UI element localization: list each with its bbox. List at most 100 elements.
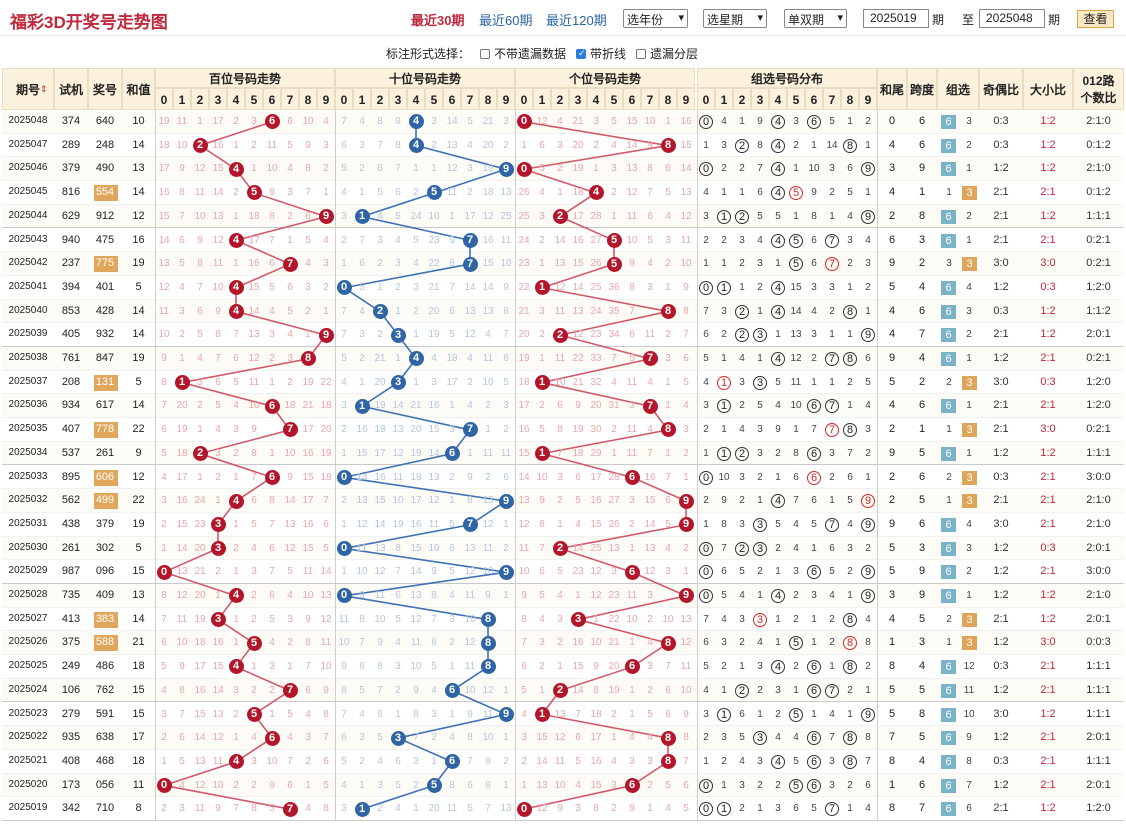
group-dist-miss: 7 [847,447,853,459]
tens-miss: 7 [359,234,365,246]
draw-cell: 490 [95,162,115,175]
units-miss: 4 [611,139,617,151]
group-dist-miss: 3 [865,258,871,270]
period-from-input[interactable]: 2025019 [863,9,929,28]
header-digit: 4 [407,88,425,110]
group-dist-hit: 0 [699,280,713,295]
hundreds-miss: 5 [305,234,311,246]
tens-miss: 25 [500,210,512,222]
group-dist-hit: 9 [861,494,875,509]
group-dist-miss: 5 [829,116,835,127]
header-digit: 6 [805,88,823,110]
hundreds-miss: 4 [179,779,185,791]
tens-miss: 1 [395,708,401,720]
hundreds-miss: 12 [194,779,206,791]
hundreds-hit: 5 [246,185,262,201]
group-dist-miss: 1 [775,566,781,578]
weekday-select[interactable]: 选星期 [703,9,767,28]
units-miss: 2 [593,139,599,151]
header-digit: 5 [245,88,263,110]
tens-hit: 2 [372,303,388,319]
tens-miss: 5 [359,281,365,293]
option-no-miss-checkbox[interactable] [480,49,491,59]
hundreds-miss: 2 [323,281,329,293]
tail-cell: 4 [888,612,896,625]
hundreds-miss: 8 [305,637,311,649]
hundreds-miss: 2 [233,708,239,720]
year-select[interactable]: 选年份 [623,9,688,28]
hundreds-miss: 7 [323,495,329,507]
tens-miss: 8 [485,779,491,791]
range-120-link[interactable]: 最近120期 [546,13,607,28]
period-to-input[interactable]: 2025048 [979,9,1045,28]
header-group-dist: 组选号码分布 [697,68,877,88]
units-miss: 6 [665,684,671,696]
group-dist-hit: 4 [771,162,785,177]
hundreds-miss: 12 [212,234,224,246]
units-miss: 3 [521,732,527,744]
sum-cell: 19 [132,352,145,364]
tens-miss: 10 [500,258,512,270]
tens-miss: 5 [377,187,383,199]
period-cell: 2025019 [8,802,48,814]
option-layer-checkbox[interactable] [636,49,647,59]
hundreds-miss: 9 [179,661,185,673]
odd-even-cell: 0:3 [993,138,1009,151]
tens-miss: 11 [500,234,512,246]
sort-icon[interactable]: ⇕ [40,84,48,94]
hundreds-miss: 7 [269,518,275,530]
header-012-line2: 个数比 [1080,91,1117,105]
tens-hit: 9 [498,706,514,722]
group-dist-miss: 9 [721,495,727,507]
range-30-link[interactable]: 最近30期 [411,13,465,28]
hundreds-miss: 23 [194,518,206,530]
tens-miss: 9 [449,234,455,246]
hundreds-miss: 7 [305,187,311,199]
view-button[interactable]: 查看 [1077,10,1114,28]
group-dist-miss: 4 [775,732,781,744]
big-small-cell: 2:1 [1040,683,1056,696]
group-dist-miss: 12 [790,353,802,364]
test-cell: 342 [61,802,81,815]
group-dist-miss: 2 [721,163,727,175]
group3-miss: 4 [966,281,972,293]
route-ratio-cell: 0:0:3 [1086,636,1111,649]
header-odd-even: 奇偶比 [979,68,1023,110]
units-miss: 27 [590,234,602,246]
range-60-link[interactable]: 最近60期 [479,13,533,28]
units-miss: 1 [539,684,545,696]
group-dist-miss: 2 [721,661,727,673]
parity-select[interactable]: 单双期 [784,9,847,28]
tens-miss: 10 [356,566,368,578]
group-dist-miss: 1 [811,637,817,649]
group-dist-hit: 6 [807,731,821,746]
hundreds-miss: 15 [212,661,224,673]
group-dist-hit: 8 [843,352,857,366]
group-dist-miss: 6 [811,495,817,507]
big-small-cell: 2:1 [1040,778,1056,791]
route-ratio-cell: 1:2:0 [1086,399,1111,412]
tens-hit: 1 [354,398,370,414]
group-dist-hit: 5 [789,257,803,272]
tens-miss: 4 [485,329,491,341]
group3-badge: 3 [962,186,977,201]
hundreds-miss: 2 [161,518,167,530]
sum-cell: 10 [132,115,145,127]
tail-cell: 3 [888,162,896,175]
units-miss: 13 [680,613,692,625]
odd-even-cell: 1:2 [993,731,1009,744]
units-miss: 7 [557,447,563,459]
units-miss: 8 [647,163,653,175]
hundreds-miss: 19 [194,613,206,625]
tens-miss: 11 [446,803,458,815]
group-dist-hit: 4 [771,494,785,509]
group-dist-hit: 7 [825,423,839,438]
hundreds-miss: 2 [287,210,293,222]
odd-even-cell: 0:3 [993,660,1009,673]
draw-cell: 499 [95,494,115,507]
option-line-checkbox[interactable]: ✓ [576,48,587,59]
hundreds-miss: 3 [161,708,167,720]
tail-cell: 0 [888,115,896,127]
hundreds-miss: 3 [179,305,185,317]
tens-hit: 8 [480,612,496,628]
